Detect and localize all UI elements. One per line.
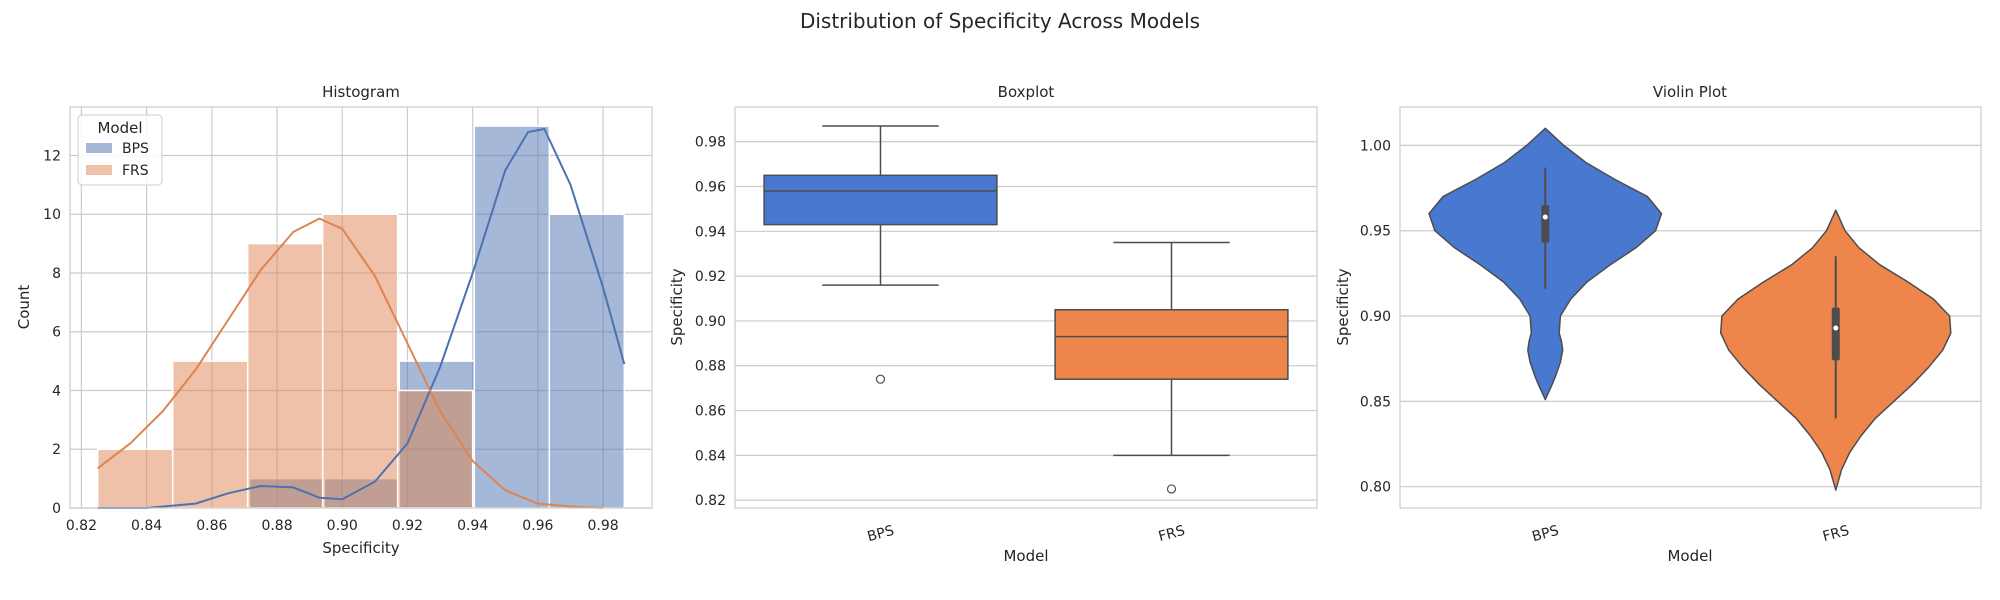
kde-line-bps bbox=[97, 127, 626, 509]
histogram-bar-frs bbox=[96, 448, 174, 509]
y-tick-label: 0.90 bbox=[1360, 309, 1391, 325]
x-tick-label-bps: BPS bbox=[866, 523, 896, 545]
y-tick-label: 2 bbox=[52, 442, 61, 458]
violin-median-dot-frs bbox=[1833, 325, 1839, 331]
histogram-bar-bps bbox=[473, 125, 551, 509]
histogram-bar-frs bbox=[171, 360, 249, 509]
y-tick-label: 12 bbox=[43, 148, 61, 164]
y-tick-label: 0.82 bbox=[695, 493, 726, 509]
histogram-bar-frs bbox=[246, 242, 324, 509]
x-tick-label-frs: FRS bbox=[1821, 523, 1851, 545]
kde-line-frs bbox=[97, 217, 604, 509]
y-tick-label: 0.94 bbox=[695, 224, 726, 240]
x-tick-label: 0.86 bbox=[196, 518, 227, 534]
y-tick-label: 0.90 bbox=[695, 314, 726, 330]
y-tick-label: 0.84 bbox=[695, 448, 726, 464]
x-tick-label: 0.88 bbox=[261, 518, 292, 534]
y-tick-label: 0.95 bbox=[1360, 224, 1391, 240]
x-tick-label: 0.90 bbox=[327, 518, 358, 534]
y-tick-label: 0.98 bbox=[695, 135, 726, 151]
histogram-legend: Model BPS FRS bbox=[77, 114, 163, 186]
y-tick-label: 0.96 bbox=[695, 180, 726, 196]
y-tick-label: 0.85 bbox=[1360, 394, 1391, 410]
legend-label-frs: FRS bbox=[122, 163, 149, 179]
histogram-title: Histogram bbox=[322, 83, 400, 101]
x-tick-label: 0.94 bbox=[457, 518, 488, 534]
outlier-point-bps bbox=[875, 374, 886, 384]
x-tick-label-frs: FRS bbox=[1157, 523, 1187, 545]
y-tick-label: 1.00 bbox=[1360, 138, 1391, 154]
legend-title: Model bbox=[97, 119, 142, 137]
histogram-axes-border bbox=[69, 106, 653, 509]
violin-iqr-box-frs bbox=[1831, 307, 1840, 361]
y-tick-label: 4 bbox=[52, 383, 61, 399]
violin-median-dot-bps bbox=[1542, 214, 1548, 220]
y-tick-label: 8 bbox=[52, 266, 61, 282]
figure-title: Distribution of Specificity Across Model… bbox=[800, 9, 1200, 33]
legend-swatch-frs bbox=[86, 165, 112, 175]
violin-ylabel: Specificity bbox=[1334, 268, 1352, 345]
violin-axes-border bbox=[1399, 106, 1982, 509]
boxplot-ylabel: Specificity bbox=[668, 268, 686, 345]
violin-iqr-box-bps bbox=[1541, 205, 1550, 243]
x-tick-label: 0.82 bbox=[66, 518, 97, 534]
x-tick-label: 0.98 bbox=[588, 518, 619, 534]
y-tick-label: 0 bbox=[52, 501, 61, 517]
boxplot-axes bbox=[735, 107, 1317, 508]
box-bps bbox=[763, 174, 998, 226]
y-tick-label: 10 bbox=[43, 207, 61, 223]
boxplot-xlabel: Model bbox=[1003, 547, 1048, 565]
histogram-bar-bps bbox=[548, 213, 626, 509]
x-tick-label: 0.92 bbox=[392, 518, 423, 534]
violin-title: Violin Plot bbox=[1653, 83, 1727, 101]
violin-panel: Violin Plot Model Specificity 0.80 0.85 0.… bbox=[1334, 83, 1982, 565]
y-tick-label: 0.86 bbox=[695, 404, 726, 420]
y-tick-label: 6 bbox=[52, 325, 61, 341]
x-tick-label: 0.96 bbox=[522, 518, 553, 534]
histogram-bar-frs bbox=[396, 389, 474, 509]
x-tick-label-bps: BPS bbox=[1530, 523, 1560, 545]
boxplot-title: Boxplot bbox=[998, 83, 1055, 101]
histogram-ylabel: Count bbox=[15, 285, 33, 330]
x-tick-label: 0.84 bbox=[131, 518, 162, 534]
legend-label-bps: BPS bbox=[122, 141, 149, 157]
outlier-point-frs bbox=[1166, 484, 1177, 494]
legend-swatch-bps bbox=[86, 143, 112, 153]
histogram-panel: Histogram Specificity Count 0 2 4 6 8 10 12 0.8… bbox=[15, 83, 653, 557]
histogram-bar-frs bbox=[321, 213, 399, 509]
y-tick-label: 0.92 bbox=[695, 269, 726, 285]
histogram-xlabel: Specificity bbox=[322, 539, 399, 557]
boxplot-panel: Boxplot Model Specificity 0.82 0.84 0.86 0.… bbox=[668, 83, 1318, 565]
y-tick-label: 0.88 bbox=[695, 359, 726, 375]
boxplot-axes-border bbox=[734, 106, 1318, 509]
box-frs bbox=[1054, 308, 1289, 380]
y-tick-label: 0.80 bbox=[1360, 480, 1391, 496]
violin-xlabel: Model bbox=[1667, 547, 1712, 565]
